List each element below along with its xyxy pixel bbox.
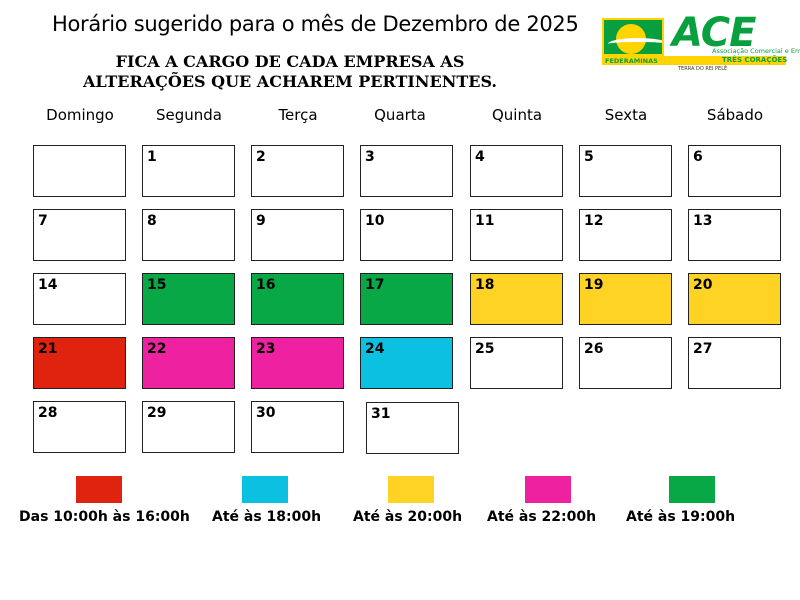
legend-label: Das 10:00h às 16:00h — [19, 509, 190, 525]
logo-city: TRÊS CORAÇÕES — [722, 56, 788, 64]
calendar-day-cell: 31 — [366, 402, 459, 454]
day-number: 26 — [584, 341, 604, 357]
weekday-label: Sexta — [604, 106, 648, 124]
calendar-day-cell: 29 — [142, 401, 235, 453]
day-number: 12 — [584, 213, 604, 229]
day-number: 10 — [365, 213, 385, 229]
calendar-day-cell: 1 — [142, 145, 235, 197]
ace-logo: ACE Associação Comercial e Empresarial F… — [602, 10, 800, 74]
day-number: 29 — [147, 405, 167, 421]
calendar-day-cell: 23 — [251, 337, 344, 389]
calendar-day-cell: 20 — [688, 273, 781, 325]
calendar-day-cell: 14 — [33, 273, 126, 325]
calendar-day-cell: 15 — [142, 273, 235, 325]
calendar-day-cell: 12 — [579, 209, 672, 261]
calendar-day-cell: 25 — [470, 337, 563, 389]
calendar-day-cell: 28 — [33, 401, 126, 453]
weekday-label: Quinta — [491, 106, 543, 124]
day-number: 24 — [365, 341, 385, 357]
notice-line-1: FICA A CARGO DE CADA EMPRESA AS — [115, 52, 465, 71]
calendar-day-cell: 24 — [360, 337, 453, 389]
day-number: 4 — [475, 149, 485, 165]
day-number: 16 — [256, 277, 276, 293]
calendar-day-cell: 10 — [360, 209, 453, 261]
legend-swatch — [525, 476, 571, 503]
notice-line-2: ALTERAÇÕES QUE ACHAREM PERTINENTES. — [82, 72, 497, 91]
logo-wordmark: ACE — [672, 10, 756, 56]
legend-swatch — [76, 476, 122, 503]
day-number: 31 — [371, 406, 391, 422]
day-number: 23 — [256, 341, 276, 357]
day-number: 15 — [147, 277, 167, 293]
calendar-day-cell: 22 — [142, 337, 235, 389]
calendar-day-cell: 19 — [579, 273, 672, 325]
day-number: 8 — [147, 213, 157, 229]
legend-label: Até às 20:00h — [353, 509, 463, 525]
calendar-day-cell: 18 — [470, 273, 563, 325]
calendar-day-cell: 6 — [688, 145, 781, 197]
legend-label: Até às 18:00h — [212, 509, 322, 525]
day-number: 30 — [256, 405, 276, 421]
day-number: 28 — [38, 405, 58, 421]
weekday-label: Terça — [278, 106, 318, 124]
weekday-label: Segunda — [156, 106, 222, 124]
day-number: 27 — [693, 341, 713, 357]
day-number: 19 — [584, 277, 604, 293]
day-number: 20 — [693, 277, 713, 293]
calendar-day-cell: 11 — [470, 209, 563, 261]
day-number: 3 — [365, 149, 375, 165]
calendar-day-cell: 2 — [251, 145, 344, 197]
calendar-day-cell: 26 — [579, 337, 672, 389]
calendar-day-cell — [33, 145, 126, 197]
day-number: 22 — [147, 341, 167, 357]
calendar-day-cell: 30 — [251, 401, 344, 453]
day-number: 14 — [38, 277, 58, 293]
logo-subtitle: Associação Comercial e Empresarial — [712, 47, 800, 55]
legend-swatch — [388, 476, 434, 503]
calendar-day-cell: 21 — [33, 337, 126, 389]
calendar-day-cell: 5 — [579, 145, 672, 197]
day-number: 9 — [256, 213, 266, 229]
day-number: 6 — [693, 149, 703, 165]
day-number: 13 — [693, 213, 713, 229]
day-number: 18 — [475, 277, 495, 293]
calendar-day-cell: 4 — [470, 145, 563, 197]
calendar-day-cell: 8 — [142, 209, 235, 261]
weekday-label: Quarta — [374, 106, 426, 124]
day-number: 11 — [475, 213, 495, 229]
legend-swatch — [669, 476, 715, 503]
weekday-label: Sábado — [706, 106, 764, 124]
day-number: 1 — [147, 149, 157, 165]
sun-emblem-icon — [602, 18, 664, 56]
calendar-day-cell: 17 — [360, 273, 453, 325]
legend-swatch — [242, 476, 288, 503]
day-number: 7 — [38, 213, 48, 229]
day-number: 21 — [38, 341, 58, 357]
calendar-day-cell: 27 — [688, 337, 781, 389]
logo-bar — [602, 56, 786, 65]
legend-label: Até às 22:00h — [487, 509, 597, 525]
legend-label: Até às 19:00h — [626, 509, 736, 525]
logo-federation: FEDERAMINAS — [605, 57, 658, 65]
day-number: 25 — [475, 341, 495, 357]
day-number: 17 — [365, 277, 385, 293]
day-number: 5 — [584, 149, 594, 165]
weekday-label: Domingo — [46, 106, 114, 124]
calendar-day-cell: 7 — [33, 209, 126, 261]
calendar-day-cell: 9 — [251, 209, 344, 261]
calendar-day-cell: 3 — [360, 145, 453, 197]
calendar-day-cell: 13 — [688, 209, 781, 261]
page-title: Horário sugerido para o mês de Dezembro … — [52, 12, 579, 36]
day-number: 2 — [256, 149, 266, 165]
logo-tagline: TERRA DO REI PELÉ — [678, 66, 728, 72]
calendar-day-cell: 16 — [251, 273, 344, 325]
